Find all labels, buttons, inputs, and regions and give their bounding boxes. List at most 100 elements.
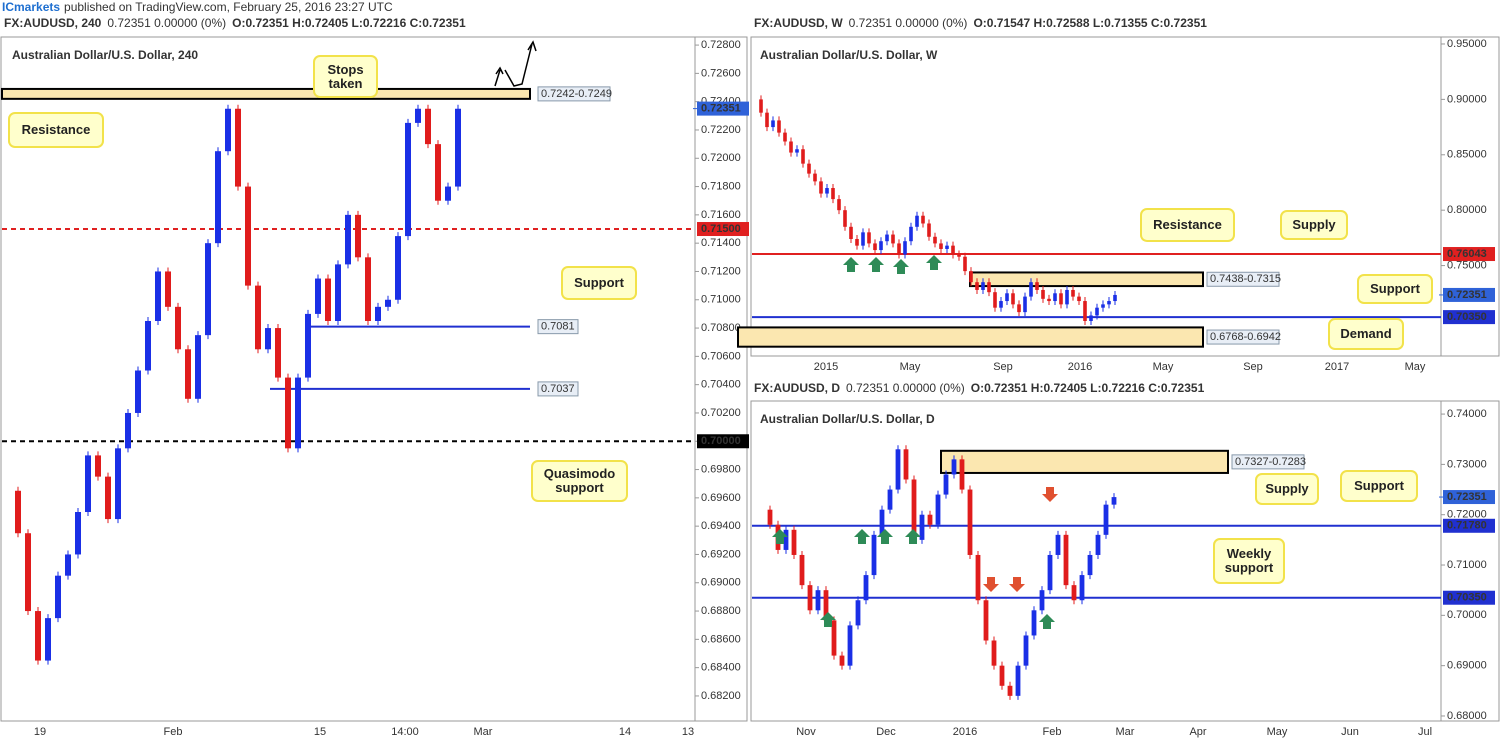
price-tag bbox=[1443, 590, 1495, 605]
candle bbox=[861, 232, 865, 246]
callout-text: Resistance bbox=[1140, 208, 1235, 242]
candle bbox=[1071, 289, 1075, 297]
candle bbox=[1079, 575, 1085, 601]
candle bbox=[315, 278, 321, 314]
panel-frame bbox=[0, 36, 748, 722]
candle bbox=[813, 173, 817, 182]
callout-text: Supply bbox=[1280, 210, 1348, 240]
candle bbox=[847, 625, 853, 666]
x-tick-label: May bbox=[1153, 361, 1174, 373]
brand[interactable]: ICmarkets bbox=[2, 0, 60, 14]
x-tick-label: Mar bbox=[474, 726, 493, 738]
y-tick-label: 0.70400 bbox=[701, 379, 741, 391]
price-tag-label: 0.70350 bbox=[1447, 311, 1487, 323]
candle bbox=[125, 412, 131, 449]
candle bbox=[801, 149, 805, 164]
panel-header: FX:AUDUSD, 240 0.72351 0.00000 (0%) O:0.72… bbox=[4, 16, 466, 30]
arrow-up bbox=[893, 259, 909, 274]
candle bbox=[235, 108, 241, 187]
candle bbox=[1039, 590, 1045, 611]
callout: Supply bbox=[1255, 473, 1319, 505]
candle bbox=[445, 186, 451, 201]
candle bbox=[1063, 534, 1069, 586]
candle bbox=[831, 188, 835, 200]
candle bbox=[943, 474, 949, 495]
candle bbox=[871, 534, 877, 576]
arrow-up bbox=[877, 529, 893, 544]
x-tick-label: Mar bbox=[1116, 726, 1135, 738]
candle bbox=[1047, 298, 1051, 302]
zone-label: 0.6768-0.6942 bbox=[1210, 331, 1281, 343]
callout: Resistance bbox=[1140, 208, 1235, 242]
zone bbox=[1, 87, 531, 100]
candle bbox=[783, 529, 789, 550]
y-tick-label: 0.69000 bbox=[701, 577, 741, 589]
level-label-box bbox=[537, 319, 579, 335]
price-tag-label: 0.71500 bbox=[701, 223, 741, 235]
price-tag bbox=[1443, 490, 1495, 505]
candle bbox=[1103, 504, 1109, 535]
y-tick-label: 0.70800 bbox=[701, 322, 741, 334]
candle bbox=[1113, 294, 1117, 302]
candle bbox=[245, 186, 251, 286]
y-tick-label: 0.71000 bbox=[1447, 559, 1487, 571]
y-tick-label: 0.72600 bbox=[701, 67, 741, 79]
panel-header: FX:AUDUSD, W 0.72351 0.00000 (0%) O:0.7154… bbox=[754, 16, 1207, 30]
candle bbox=[1029, 282, 1033, 297]
y-tick-label: 0.80000 bbox=[1447, 204, 1487, 216]
candle bbox=[909, 226, 913, 242]
candle bbox=[873, 243, 877, 251]
y-tick-label: 0.75000 bbox=[1447, 259, 1487, 271]
candle bbox=[1065, 289, 1069, 305]
candle bbox=[1107, 301, 1111, 305]
candle bbox=[915, 215, 919, 227]
candle bbox=[225, 108, 231, 152]
candle bbox=[135, 370, 141, 413]
quote: 0.72351 0.00000 (0%) bbox=[846, 381, 965, 395]
candle bbox=[951, 459, 957, 475]
candle bbox=[981, 282, 985, 290]
candle bbox=[1055, 534, 1061, 555]
candle bbox=[15, 490, 21, 534]
candle bbox=[771, 120, 775, 128]
candle bbox=[1111, 497, 1117, 505]
y-tick-label: 0.71200 bbox=[701, 265, 741, 277]
callout: Support bbox=[1357, 274, 1433, 304]
candle bbox=[999, 665, 1005, 686]
symbol: FX:AUDUSD, W bbox=[754, 16, 843, 30]
candle bbox=[767, 509, 773, 525]
candle bbox=[1023, 635, 1029, 666]
candle bbox=[255, 285, 261, 350]
candle bbox=[843, 210, 847, 227]
candle bbox=[789, 141, 793, 153]
arrows bbox=[494, 40, 537, 87]
candle bbox=[1101, 304, 1105, 308]
candle bbox=[215, 151, 221, 244]
candle bbox=[365, 257, 371, 321]
zone-label: 0.7242-0.7249 bbox=[541, 88, 612, 100]
x-tick-label: 19 bbox=[34, 726, 46, 738]
y-tick-label: 0.74000 bbox=[1447, 408, 1487, 420]
y-tick-label: 0.68200 bbox=[701, 690, 741, 702]
y-tick-label: 0.90000 bbox=[1447, 93, 1487, 105]
price-tag bbox=[697, 101, 749, 116]
x-tick-label: May bbox=[1405, 361, 1426, 373]
y-tick-label: 0.69600 bbox=[701, 492, 741, 504]
candle bbox=[951, 245, 955, 255]
chart-title: Australian Dollar/U.S. Dollar, 240 bbox=[12, 48, 198, 62]
candle bbox=[1095, 307, 1099, 316]
quote: 0.72351 0.00000 (0%) bbox=[107, 16, 226, 30]
callout-text: Quasimodo support bbox=[531, 460, 628, 502]
ohlc: O:0.72351 H:0.72405 L:0.72216 C:0.72351 bbox=[971, 381, 1205, 395]
candle bbox=[987, 282, 991, 293]
candle bbox=[903, 241, 907, 255]
candle bbox=[933, 236, 937, 244]
price-tag bbox=[1443, 310, 1495, 325]
candle bbox=[791, 529, 797, 555]
zone-label-box bbox=[537, 86, 611, 102]
x-tick-label: Feb bbox=[164, 726, 183, 738]
candle bbox=[1031, 610, 1037, 636]
y-tick-label: 0.69400 bbox=[701, 520, 741, 532]
candle bbox=[35, 611, 41, 661]
